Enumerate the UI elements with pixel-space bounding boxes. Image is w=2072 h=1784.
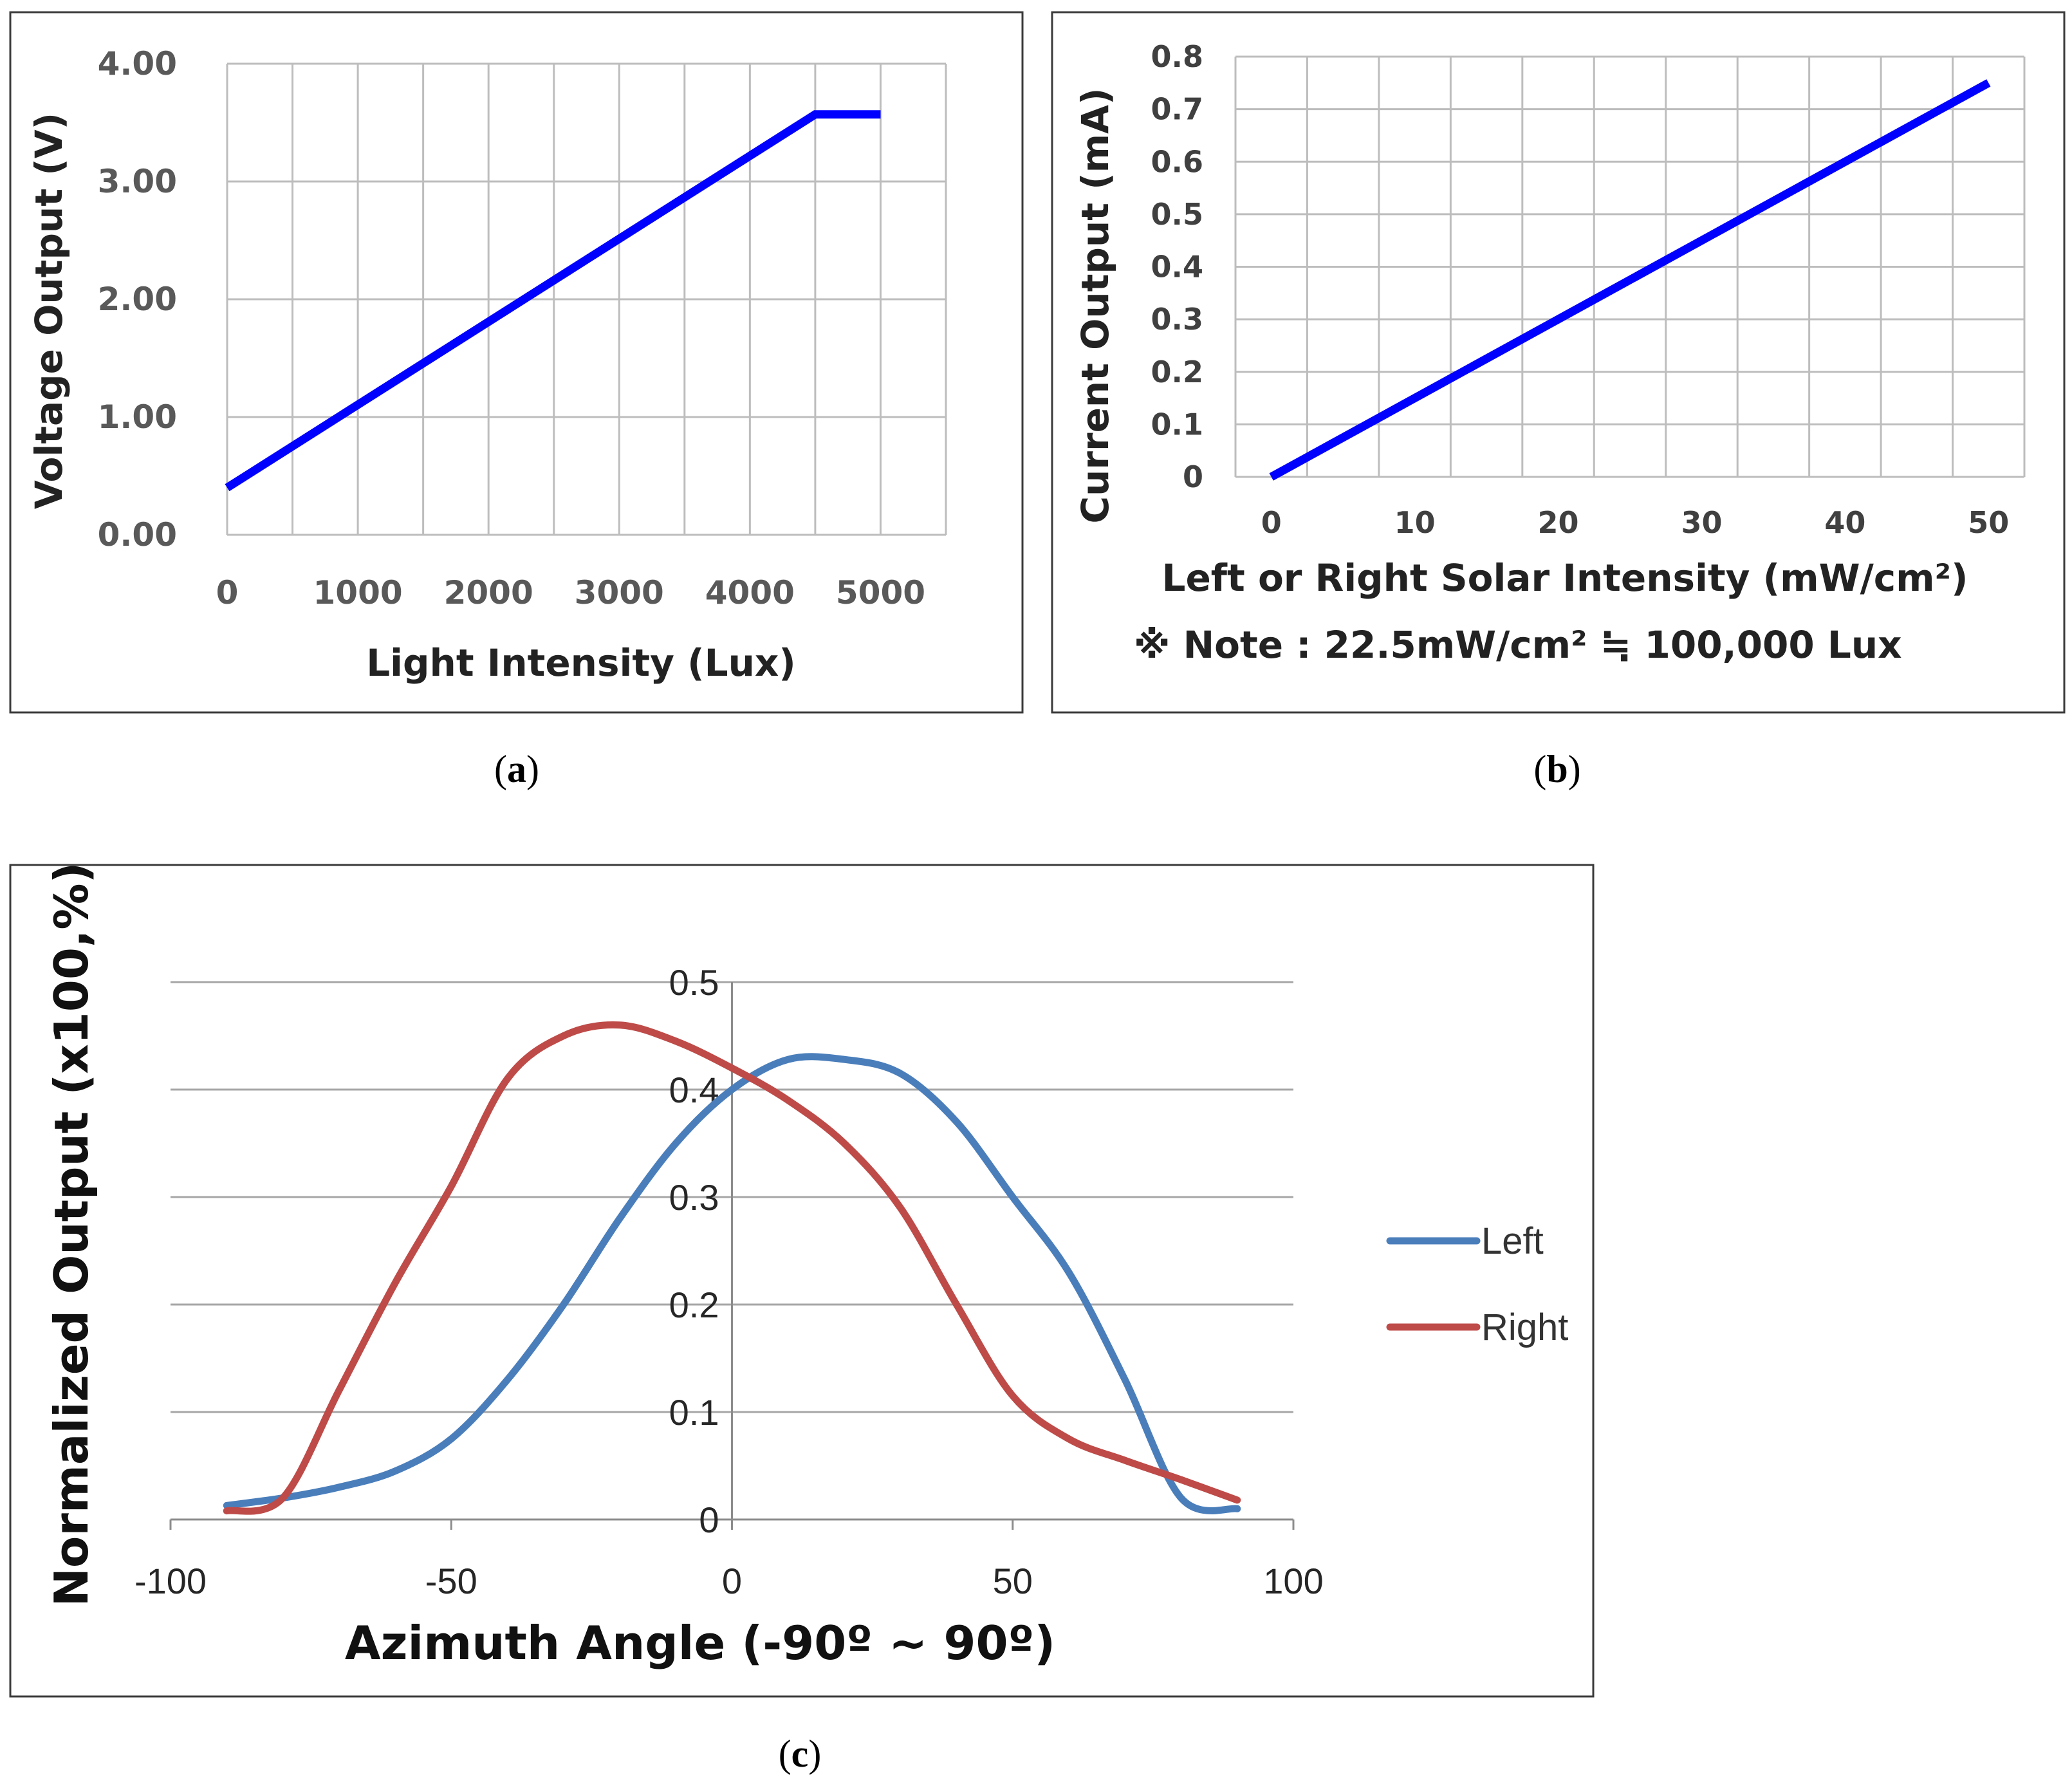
panel-b-x-tick-label: 50 [1968, 505, 2009, 540]
panel-a-caption-letter: a [507, 748, 526, 790]
panel-b-series-line [1269, 79, 1991, 481]
panel-c-x-tick-label: 50 [993, 1561, 1033, 1601]
panel-a-x-axis-label: Light Intensity (Lux) [366, 641, 796, 685]
panel-a-y-tick-label: 2.00 [98, 281, 177, 318]
panel-a-y-tick-label: 0.00 [98, 516, 177, 553]
panel-b-frame [1051, 11, 2066, 714]
panel-c-y-tick-label: 0.2 [669, 1285, 719, 1325]
panel-c-y-tick-label: 0 [699, 1500, 719, 1540]
panel-c-legend-label: Right [1481, 1306, 1568, 1348]
panel-b-y-tick-label: 0.6 [1151, 144, 1204, 179]
panel-b-note: ※ Note : 22.5mW/cm² ≒ 100,000 Lux [1134, 623, 1902, 667]
panel-a-x-ticks: 0 1000 2000 3000 4000 5000 [216, 574, 925, 611]
panel-a-x-tick-label: 2000 [444, 574, 533, 611]
panel-c-x-tick-label: 0 [722, 1561, 742, 1601]
panel-c-y-tick-label: 0.3 [669, 1177, 719, 1218]
panel-c-caption: (c) [779, 1733, 822, 1775]
panel-c-series-right [223, 1021, 1241, 1515]
panel-b-grid [1234, 55, 2026, 478]
panel-c-x-tick-label: -50 [425, 1561, 477, 1601]
panel-c-x-ticks: -100 -50 0 50 100 [134, 1561, 1324, 1601]
panel-c: 00.10.20.30.40.5 -100 -50 0 50 100 LeftRight… [9, 862, 1595, 1775]
panel-b-y-tick-label: 0 [1183, 460, 1203, 494]
panel-a-x-tick-label: 1000 [313, 574, 403, 611]
panel-b-y-tick-label: 0.3 [1151, 302, 1204, 337]
panel-b-x-tick-label: 10 [1394, 505, 1436, 540]
panel-a-y-tick-label: 1.00 [98, 398, 177, 436]
panel-a-series [225, 110, 881, 492]
panel-b-x-tick-label: 40 [1824, 505, 1865, 540]
panel-a-x-tick-label: 3000 [575, 574, 664, 611]
panel-a-x-tick-label: 5000 [836, 574, 925, 611]
panel-b-y-tick-label: 0.5 [1151, 197, 1204, 232]
panel-a: 0.00 1.00 2.00 3.00 4.00 0 1000 2000 3000 4000 50… [9, 11, 1024, 790]
panel-a-caption: (a) [494, 748, 539, 790]
panel-c-legend: Left Right [1386, 1220, 1568, 1348]
panel-b-caption-letter: b [1546, 748, 1568, 790]
panel-b-caption: (b) [1533, 748, 1580, 790]
panel-c-y-tick-label: 0.1 [669, 1392, 719, 1433]
panel-c-legend-label: Left [1481, 1220, 1544, 1262]
panel-a-series-line [225, 110, 881, 492]
panel-a-y-tick-label: 3.00 [98, 163, 177, 200]
panel-c-frame [9, 864, 1595, 1698]
panel-b-y-tick-label: 0.7 [1151, 92, 1204, 127]
panel-c-series [223, 1021, 1241, 1515]
panel-c-y-axis-label: Normalized Output (x100,%) [44, 862, 98, 1607]
panel-b-x-tick-label: 20 [1538, 505, 1579, 540]
panel-b-series [1269, 79, 1991, 481]
panel-b-y-tick-label: 0.4 [1151, 250, 1204, 284]
panel-a-y-axis-label: Voltage Output (V) [27, 113, 71, 509]
panel-b-y-tick-label: 0.2 [1151, 355, 1204, 389]
panel-b-y-ticks: 0 0.1 0.2 0.3 0.4 0.5 0.6 0.7 0.8 [1151, 39, 1204, 494]
panel-a-y-ticks: 0.00 1.00 2.00 3.00 4.00 [98, 45, 177, 553]
panel-c-series-left [223, 1053, 1241, 1514]
panel-b-y-axis-label: Current Output (mA) [1073, 88, 1117, 524]
panel-b-x-axis-label: Left or Right Solar Intensity (mW/cm²) [1162, 556, 1968, 600]
panel-b-y-tick-label: 0.1 [1151, 407, 1204, 441]
panel-b-x-tick-label: 30 [1681, 505, 1722, 540]
panel-a-frame [9, 11, 1024, 714]
panel-b-x-ticks: 0 10 20 30 40 50 [1261, 505, 2010, 540]
panel-a-grid [226, 62, 947, 536]
panel-c-caption-letter: c [791, 1733, 809, 1775]
panel-b: 0 0.1 0.2 0.3 0.4 0.5 0.6 0.7 0.8 0 10 20 30 40 50 Le… [1051, 11, 2066, 790]
panel-a-y-tick-label: 4.00 [98, 45, 177, 82]
panel-c-x-axis-label: Azimuth Angle (-90º ~ 90º) [345, 1616, 1055, 1670]
panel-c-y-tick-label: 0.5 [669, 962, 719, 1003]
panel-a-x-tick-label: 0 [216, 574, 239, 611]
panel-c-x-tick-label: -100 [134, 1561, 207, 1601]
panel-a-x-tick-label: 4000 [705, 574, 795, 611]
panel-c-x-tick-label: 100 [1263, 1561, 1323, 1601]
panel-b-y-tick-label: 0.8 [1151, 39, 1204, 74]
panel-b-x-tick-label: 0 [1261, 505, 1282, 540]
